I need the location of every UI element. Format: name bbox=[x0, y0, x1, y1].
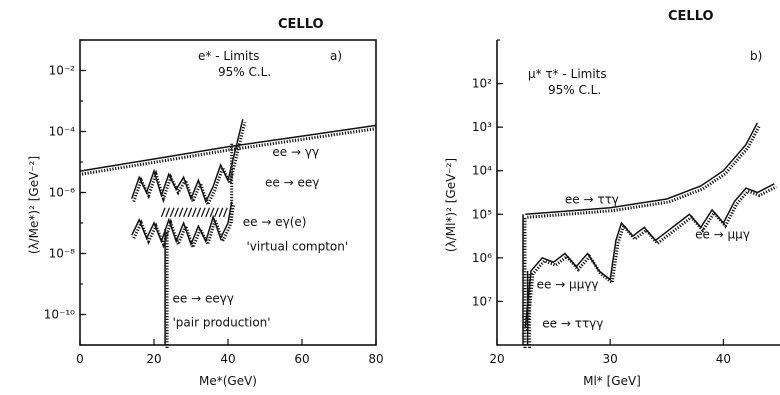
panel-a-annotation: 'virtual compton' bbox=[247, 239, 349, 253]
panel-a-header: CELLO bbox=[278, 17, 324, 32]
panel-b-title-line: 95% C.L. bbox=[548, 83, 601, 97]
panel-b-annotation: ee → μμγ bbox=[695, 227, 750, 241]
panel-b-series-ee-uuy bbox=[524, 183, 775, 328]
panel-a-x-tick-label: 40 bbox=[220, 352, 235, 366]
panel-a-hatch-band-line bbox=[214, 207, 219, 218]
panel-b-annotation: ee → μμγγ bbox=[537, 277, 599, 291]
panel-b-annotation: ee → ττγ bbox=[565, 192, 619, 206]
panel-a-y-axis-label: (λ/Me*)² [GeV⁻²] bbox=[27, 156, 41, 254]
panel-b-y-axis-label: (λ/Ml*)² [GeV⁻²] bbox=[444, 158, 458, 252]
panel-a-series-ee-yy-hatch bbox=[81, 126, 379, 176]
panel-a-x-tick-label: 60 bbox=[294, 352, 309, 366]
panel-a-series-ee-ey-virtual-hatch bbox=[132, 204, 236, 252]
panel-a-series-ee-ey-virtual bbox=[131, 201, 233, 247]
panel-a-series-ee-yy bbox=[79, 124, 377, 172]
panel-a-hatch-band-line bbox=[174, 207, 179, 218]
panel-a-annotation: 'pair production' bbox=[173, 316, 271, 330]
panel-a-annotation: ee → eγ(e) bbox=[243, 215, 307, 229]
panel-b-x-tick-label: 40 bbox=[716, 352, 731, 366]
panel-a-hatch-band-line bbox=[165, 207, 171, 218]
panel-a-y-tick-label: 10⁻⁶ bbox=[49, 186, 76, 200]
panel-a-annotation: ee → eeγγ bbox=[173, 291, 234, 305]
panel-a-y-tick-label: 10⁻¹⁰ bbox=[44, 308, 75, 322]
panel-a-hatch-band-line bbox=[200, 207, 206, 218]
panel-b-x-axis-label: Ml* [GeV] bbox=[583, 374, 641, 388]
panel-b-x-tick-label: 30 bbox=[603, 352, 618, 366]
panel-a-hatch-band-line bbox=[183, 207, 188, 218]
panel-b-y-tick-label: 10² bbox=[472, 77, 492, 91]
panel-b-series-ee-tty bbox=[525, 122, 759, 216]
panel-a-x-tick-label: 80 bbox=[368, 352, 383, 366]
panel-a-tag: a) bbox=[330, 49, 342, 63]
panel-a-y-tick-label: 10⁻⁸ bbox=[49, 247, 76, 261]
panel-a-hatch-band-line bbox=[187, 207, 193, 218]
panel-a-y-tick-label: 10⁻⁴ bbox=[49, 125, 76, 139]
panel-a-hatch-band-line bbox=[196, 207, 202, 218]
panel-a-hatch-band-line bbox=[191, 207, 197, 218]
panel-b-series-ee-uuy-hatch bbox=[525, 185, 777, 331]
panel-b-y-tick-label: 10⁷ bbox=[472, 294, 492, 308]
panel-b-x-tick-label: 20 bbox=[489, 352, 504, 366]
panel-b-y-tick-label: 10⁶ bbox=[472, 251, 492, 265]
panel-a-y-tick-label: 10⁻² bbox=[49, 64, 76, 78]
panel-a-x-axis-label: Me*(GeV) bbox=[199, 374, 257, 388]
panel-a-hatch-band-line bbox=[209, 207, 215, 218]
panel-b-y-tick-label: 10⁵ bbox=[472, 207, 492, 221]
panel-a-hatch-band-line bbox=[169, 207, 175, 218]
panel-b-title-line: μ* τ* - Limits bbox=[528, 67, 607, 81]
panel-a-title-line: 95% C.L. bbox=[218, 65, 271, 79]
panel-b-y-tick-label: 10⁴ bbox=[472, 164, 492, 178]
panel-a-x-tick-label: 0 bbox=[76, 352, 84, 366]
panel-b-annotation: ee → ττγγ bbox=[542, 317, 603, 331]
panel-a-hatch-band-line bbox=[160, 207, 166, 218]
panel-b-series-ee-tty-hatch bbox=[527, 125, 761, 219]
panel-a-hatch-band-line bbox=[178, 207, 184, 218]
panel-a-hatch-band-line bbox=[218, 207, 224, 218]
panel-b-tag: b) bbox=[750, 49, 762, 63]
panel-b-y-tick-label: 10³ bbox=[472, 120, 492, 134]
panel-a-hatch-band-line bbox=[205, 207, 211, 218]
panel-a-annotation: ee → γγ bbox=[272, 145, 319, 159]
panel-b-header: CELLO bbox=[668, 9, 714, 24]
panel-a-title-line: e* - Limits bbox=[198, 49, 259, 63]
panel-b-frame bbox=[496, 40, 780, 346]
panel-a-x-tick-label: 20 bbox=[146, 352, 161, 366]
panel-a-annotation: ee → eeγ bbox=[265, 175, 319, 189]
panel-a-hatch-band-line bbox=[223, 207, 228, 218]
